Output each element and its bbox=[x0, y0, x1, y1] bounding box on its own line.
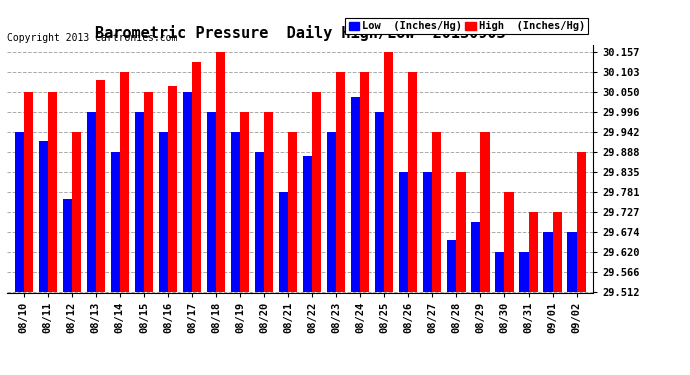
Bar bbox=[327, 132, 336, 292]
Bar bbox=[216, 52, 225, 292]
Bar bbox=[360, 72, 369, 292]
Bar bbox=[480, 132, 490, 292]
Bar bbox=[23, 92, 33, 292]
Bar bbox=[231, 132, 240, 292]
Bar bbox=[351, 97, 360, 292]
Bar bbox=[168, 86, 177, 292]
Bar bbox=[63, 199, 72, 292]
Bar bbox=[207, 112, 216, 292]
Bar bbox=[144, 92, 153, 292]
Bar bbox=[504, 192, 513, 292]
Bar bbox=[433, 132, 442, 292]
Bar bbox=[408, 72, 417, 292]
Bar bbox=[312, 92, 322, 292]
Bar bbox=[447, 240, 456, 292]
Bar bbox=[87, 112, 96, 292]
Bar bbox=[255, 152, 264, 292]
Bar bbox=[375, 112, 384, 292]
Bar bbox=[110, 152, 120, 292]
Bar bbox=[120, 72, 129, 292]
Bar bbox=[456, 172, 466, 292]
Bar bbox=[553, 212, 562, 292]
Legend: Low  (Inches/Hg), High  (Inches/Hg): Low (Inches/Hg), High (Inches/Hg) bbox=[346, 18, 588, 34]
Bar bbox=[159, 132, 168, 292]
Bar bbox=[135, 112, 144, 292]
Bar bbox=[96, 81, 105, 292]
Bar bbox=[567, 232, 577, 292]
Bar bbox=[48, 92, 57, 292]
Bar bbox=[39, 141, 48, 292]
Bar bbox=[72, 132, 81, 292]
Bar bbox=[264, 112, 273, 292]
Bar bbox=[520, 252, 529, 292]
Bar bbox=[183, 92, 192, 292]
Bar bbox=[423, 172, 433, 292]
Bar bbox=[288, 132, 297, 292]
Bar bbox=[529, 212, 538, 292]
Bar bbox=[495, 252, 504, 292]
Bar bbox=[544, 232, 553, 292]
Bar bbox=[471, 222, 480, 292]
Bar bbox=[384, 52, 393, 292]
Bar bbox=[303, 156, 312, 292]
Bar bbox=[192, 62, 201, 292]
Bar bbox=[14, 132, 23, 292]
Bar bbox=[240, 112, 249, 292]
Bar bbox=[336, 72, 345, 292]
Title: Barometric Pressure  Daily High/Low  20130903: Barometric Pressure Daily High/Low 20130… bbox=[95, 25, 506, 41]
Bar bbox=[400, 172, 408, 292]
Bar bbox=[279, 192, 288, 292]
Text: Copyright 2013 Cartronics.com: Copyright 2013 Cartronics.com bbox=[7, 33, 177, 42]
Bar bbox=[577, 152, 586, 292]
